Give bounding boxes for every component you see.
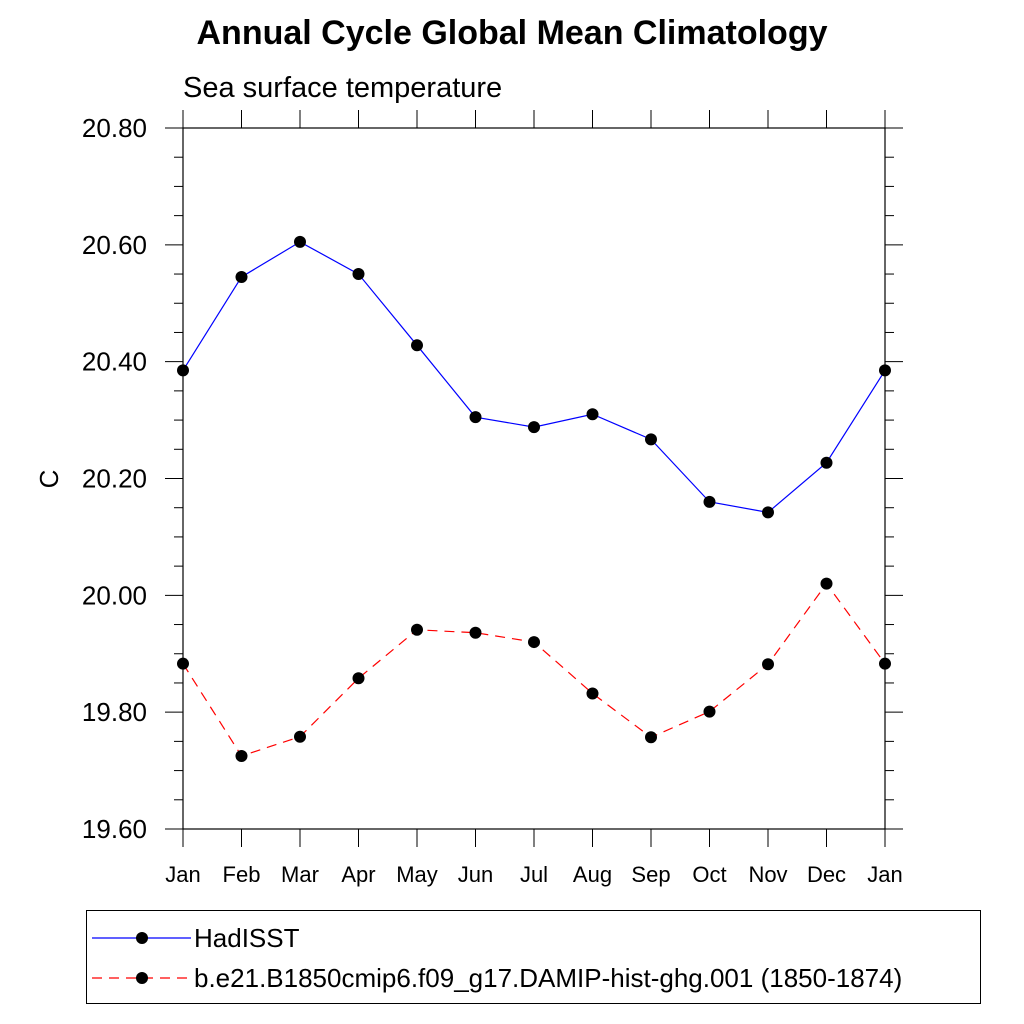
data-point <box>820 577 833 590</box>
x-tick-label: Aug <box>573 862 612 887</box>
data-point <box>879 657 891 670</box>
data-point <box>177 364 189 377</box>
y-tick-label: 20.00 <box>82 580 147 610</box>
legend-marker-hadisst <box>136 932 148 944</box>
line-chart: 19.60 19.80 20.00 20.20 20.40 20.60 20.80 Jan Fe… <box>34 110 903 887</box>
y-tick-label: 20.60 <box>82 230 147 260</box>
data-point <box>528 421 540 434</box>
data-point <box>352 268 365 281</box>
y-tick-label: 20.20 <box>82 464 147 494</box>
data-point <box>469 626 482 639</box>
x-tick-label: Sep <box>631 862 670 887</box>
data-point <box>762 506 774 519</box>
data-point <box>177 657 189 670</box>
series-0 <box>177 235 891 519</box>
x-tick-label: Jan <box>165 862 200 887</box>
x-tick-label: Mar <box>281 862 319 887</box>
data-point <box>235 270 248 283</box>
x-tick-label: Apr <box>341 862 375 887</box>
legend-item-model: b.e21.B1850cmip6.f09_g17.DAMIP-hist-ghg.… <box>87 957 980 997</box>
x-tick-label: Nov <box>748 862 787 887</box>
axes: 19.60 19.80 20.00 20.20 20.40 20.60 20.80 Jan Fe… <box>82 110 903 887</box>
x-tick-label: Dec <box>807 862 846 887</box>
y-tick-label: 19.60 <box>82 814 147 844</box>
data-point <box>762 658 774 671</box>
legend-swatch-model <box>92 972 191 984</box>
data-point <box>645 433 657 446</box>
legend-swatch-hadisst <box>92 932 191 944</box>
data-point <box>528 636 540 649</box>
x-tick-label: Oct <box>692 862 726 887</box>
legend: HadISST b.e21.B1850cmip6.f09_g17.DAMIP-h… <box>86 910 981 1004</box>
plot-frame <box>182 127 886 830</box>
y-axis-label: C <box>34 470 64 489</box>
data-point <box>586 687 599 700</box>
x-tick-label: Jan <box>867 862 902 887</box>
x-tick-label: Feb <box>223 862 261 887</box>
series-group <box>177 235 891 762</box>
data-point <box>820 456 833 469</box>
chart-subtitle: Sea surface temperature <box>183 72 503 104</box>
data-point <box>703 705 716 718</box>
x-tick-label: May <box>396 862 438 887</box>
legend-label-hadisst: HadISST <box>194 923 300 953</box>
series-line-0 <box>182 241 886 514</box>
legend-item-hadisst: HadISST <box>87 917 980 957</box>
x-tick-label: Jun <box>458 862 493 887</box>
chart-title: Annual Cycle Global Mean Climatology <box>196 14 828 52</box>
series-line-1 <box>182 582 886 757</box>
data-point <box>645 731 657 744</box>
data-point <box>879 364 891 377</box>
series-1 <box>177 577 891 762</box>
data-point <box>411 339 423 352</box>
y-tick-label: 20.80 <box>82 113 147 143</box>
data-point <box>586 408 599 421</box>
data-point <box>294 235 306 248</box>
data-point <box>235 749 248 762</box>
data-point <box>294 730 306 743</box>
y-tick-label: 19.80 <box>82 697 147 727</box>
x-tick-label: Jul <box>520 862 548 887</box>
y-tick-label: 20.40 <box>82 347 147 377</box>
data-point <box>703 495 716 508</box>
legend-marker-model <box>136 972 148 984</box>
data-point <box>411 623 423 636</box>
data-point <box>469 411 482 424</box>
legend-label-model: b.e21.B1850cmip6.f09_g17.DAMIP-hist-ghg.… <box>194 963 903 993</box>
data-point <box>352 672 365 685</box>
